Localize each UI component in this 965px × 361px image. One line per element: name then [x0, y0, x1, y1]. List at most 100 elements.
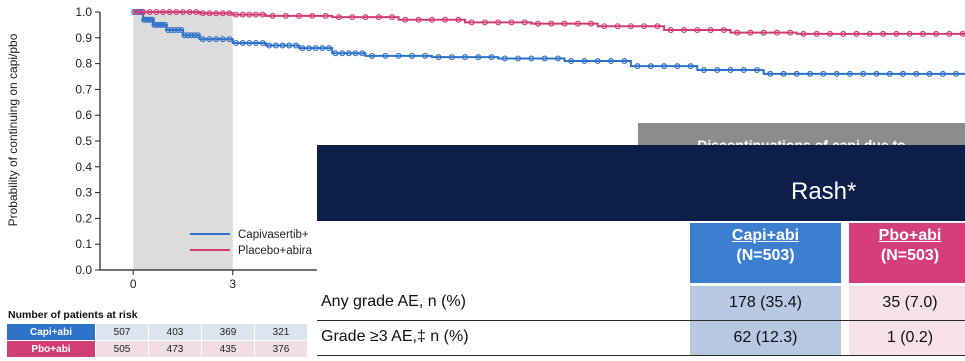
column-n: (N=503) [880, 247, 940, 264]
risk-cell: 435 [201, 340, 255, 358]
risk-cell: 376 [254, 340, 308, 358]
censor-marker [508, 19, 515, 26]
censor-marker [926, 70, 933, 77]
censor-marker [389, 14, 396, 21]
censor-marker [853, 30, 860, 37]
censor-marker [133, 9, 140, 16]
table-row: Any grade AE, n (%) 178 (35.4) 35 (7.0) [317, 286, 965, 321]
censor-marker [322, 12, 329, 19]
censor-marker [402, 16, 409, 23]
censor-marker [266, 42, 273, 49]
censor-marker [160, 9, 167, 16]
censor-marker [359, 50, 366, 57]
censor-marker [694, 27, 701, 34]
censor-marker [734, 29, 741, 36]
censor-marker [282, 12, 289, 19]
censor-marker [939, 70, 946, 77]
censor-marker [946, 30, 953, 37]
censor-marker [286, 42, 293, 49]
censor-marker [462, 54, 469, 61]
censor-marker [299, 45, 306, 52]
censor-marker [296, 12, 303, 19]
row-label: Grade ≥3 AE,‡ n (%) [321, 328, 469, 345]
censor-marker [594, 58, 601, 65]
censor-marker [833, 70, 840, 77]
censor-marker [168, 27, 175, 34]
censor-marker [146, 9, 153, 16]
censor-marker [501, 55, 508, 62]
risk-row-label: Pbo+abi [6, 340, 96, 358]
risk-row-pbo: Pbo+abi 505 473 435 376 [6, 340, 308, 358]
censor-marker [647, 63, 654, 70]
censor-marker [395, 52, 402, 59]
censor-marker [634, 63, 641, 70]
censor-marker [219, 36, 226, 43]
censor-marker [206, 10, 213, 17]
censor-marker [422, 52, 429, 59]
censor-marker [153, 9, 160, 16]
pbo-value: 1 (0.2) [849, 321, 965, 355]
censor-marker [194, 32, 201, 39]
censor-marker [455, 16, 462, 23]
censor-marker [780, 70, 787, 77]
y-tick-label: 1.0 [75, 5, 92, 19]
risk-row-capi: Capi+abi 507 403 369 321 [6, 323, 308, 341]
censor-marker [760, 29, 767, 36]
censor-marker [893, 30, 900, 37]
rash-header-bar: Rash* [317, 145, 965, 221]
censor-marker [534, 20, 541, 27]
censor-marker [435, 54, 442, 61]
censor-marker [442, 16, 449, 23]
censor-marker [607, 58, 614, 65]
risk-cell: 403 [148, 323, 202, 341]
censor-marker [700, 67, 707, 74]
censor-marker [233, 11, 240, 18]
censor-marker [674, 63, 681, 70]
censor-marker [627, 23, 634, 30]
censor-marker [159, 21, 166, 28]
column-header-pbo: Pbo+abi (N=503) [849, 223, 965, 283]
censor-marker [171, 27, 178, 34]
censor-marker [239, 11, 246, 18]
censor-marker [269, 12, 276, 19]
censor-marker [953, 70, 960, 77]
censor-marker [332, 50, 339, 57]
censor-marker [186, 9, 193, 16]
censor-marker [147, 16, 154, 23]
censor-marker [767, 70, 774, 77]
censor-marker [740, 67, 747, 74]
censor-marker [548, 20, 555, 27]
risk-row-label: Capi+abi [6, 323, 96, 341]
censor-marker [581, 58, 588, 65]
censor-marker [319, 45, 326, 52]
censor-marker [793, 70, 800, 77]
censor-marker [226, 10, 233, 17]
censor-marker [141, 16, 148, 23]
censor-marker [860, 70, 867, 77]
censor-marker [312, 45, 319, 52]
censor-marker [919, 30, 926, 37]
y-tick-label: 0.8 [75, 57, 92, 71]
censor-marker [873, 70, 880, 77]
y-axis-label: Probability of continuing on capi/pbo [6, 33, 20, 227]
censor-marker [173, 9, 180, 16]
censor-marker [753, 67, 760, 74]
censor-marker [820, 70, 827, 77]
censor-marker [162, 21, 169, 28]
censor-marker [488, 54, 495, 61]
censor-marker [813, 30, 820, 37]
risk-table: Capi+abi 507 403 369 321 Pbo+abi 505 473… [6, 323, 308, 358]
censor-marker [309, 12, 316, 19]
censor-marker [239, 39, 246, 46]
censor-marker [306, 45, 313, 52]
censor-marker [707, 27, 714, 34]
censor-marker [807, 70, 814, 77]
censor-marker [588, 20, 595, 27]
censor-marker [199, 10, 206, 17]
censor-marker [188, 32, 195, 39]
censor-marker [680, 27, 687, 34]
censor-marker [720, 27, 727, 34]
risk-cell: 369 [201, 323, 255, 341]
censor-marker [528, 55, 535, 62]
